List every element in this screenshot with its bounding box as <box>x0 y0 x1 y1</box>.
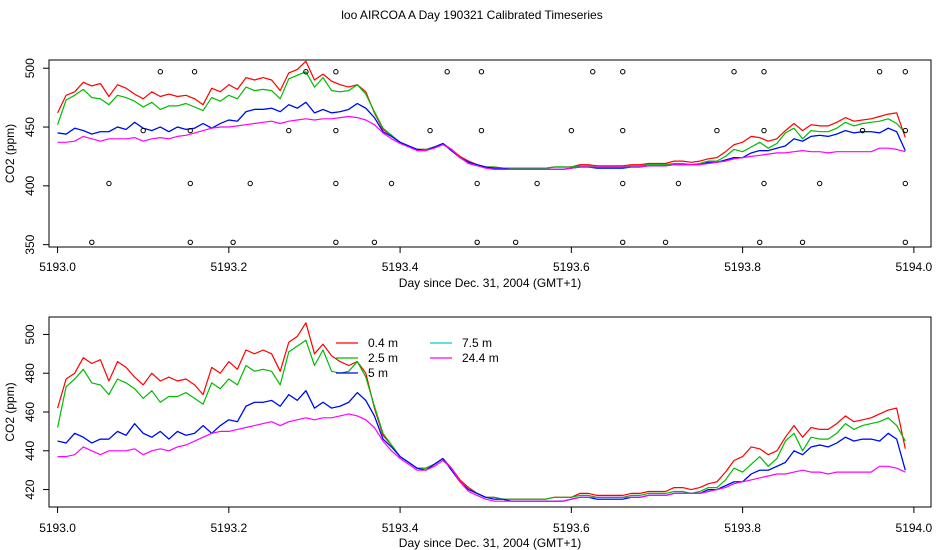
scatter-point <box>187 180 193 187</box>
scatter-point <box>474 239 480 245</box>
y-axis-label: CO2 (ppm) <box>3 382 17 441</box>
scatter-point <box>187 239 193 245</box>
legend-label: 7.5 m <box>462 336 492 350</box>
y-tick-label: 500 <box>23 58 37 78</box>
scatter-point <box>333 127 339 134</box>
scatter-point <box>89 239 95 245</box>
series-line-5-m <box>57 390 906 502</box>
scatter-point <box>876 69 883 75</box>
series-line-0 <box>57 60 906 169</box>
legend-label: 2.5 m <box>368 351 398 365</box>
scatter-point <box>534 180 540 187</box>
scatter-point <box>714 127 720 134</box>
x-tick-label: 5193.2 <box>210 260 247 274</box>
x-tick-label: 5193.0 <box>39 521 76 535</box>
scatter-point <box>731 69 737 75</box>
scatter-point <box>902 180 909 187</box>
x-axis-label: Day since Dec. 31, 2004 (GMT+1) <box>399 536 581 550</box>
scatter-point <box>816 180 823 187</box>
x-tick-label: 5193.6 <box>553 260 590 274</box>
scatter-point <box>388 180 395 187</box>
scatter-point <box>427 127 433 134</box>
scatter-point <box>620 180 626 187</box>
scatter-point <box>902 127 909 134</box>
scatter-point <box>333 180 339 187</box>
scatter-point <box>286 127 292 134</box>
scatter-point <box>333 239 339 245</box>
scatter-point <box>512 239 519 245</box>
y-tick-label: 500 <box>23 324 37 344</box>
scatter-point <box>333 69 339 75</box>
scatter-point <box>247 180 253 187</box>
legend-label: 24.4 m <box>462 351 499 365</box>
series-line-3 <box>57 101 906 170</box>
x-tick-label: 5193.6 <box>553 521 590 535</box>
legend: 0.4 m2.5 m5 m 7.5 m24.4 m <box>336 336 499 380</box>
scatter-point <box>761 69 767 75</box>
scatter-point <box>568 127 575 134</box>
scatter-point <box>902 69 909 75</box>
scatter-point <box>478 69 485 75</box>
x-tick-label: 5193.4 <box>382 521 419 535</box>
scatter-point <box>474 180 480 187</box>
scatter-point <box>620 69 626 75</box>
series-group <box>57 60 906 170</box>
y-tick-label: 350 <box>23 234 37 254</box>
series-line-7-5-m <box>57 390 906 502</box>
x-axis-label: Day since Dec. 31, 2004 (GMT+1) <box>399 276 581 290</box>
x-tick-label: 5194.0 <box>896 260 933 274</box>
scatter-point <box>444 69 450 75</box>
scatter-point <box>799 239 806 245</box>
y-tick-label: 460 <box>23 402 37 422</box>
y-axis-label: CO2 (ppm) <box>3 124 17 183</box>
scatter-point <box>106 180 112 187</box>
scatter-point <box>371 239 378 245</box>
x-tick-label: 5193.2 <box>210 521 247 535</box>
scatter-point <box>902 239 909 245</box>
x-tick-label: 5193.4 <box>382 260 419 274</box>
scatter-point <box>662 239 669 245</box>
legend-label: 0.4 m <box>368 336 398 350</box>
scatter-point <box>675 180 682 187</box>
x-tick-label: 5193.8 <box>724 521 761 535</box>
y-tick-label: 440 <box>23 440 37 460</box>
scatter-point <box>757 239 763 245</box>
scatter-point <box>620 239 626 245</box>
x-tick-label: 5193.0 <box>39 260 76 274</box>
y-tick-label: 400 <box>23 176 37 196</box>
x-tick-label: 5193.8 <box>724 260 761 274</box>
scatter-point <box>191 69 198 75</box>
scatter-point <box>230 239 236 245</box>
scatter-point <box>478 127 485 134</box>
y-tick-label: 480 <box>23 363 37 383</box>
scatter-point <box>859 127 866 134</box>
plot-frame <box>48 59 932 248</box>
bottom-panel: 5193.0 5193.2 5193.4 5193.6 5193.8 5194.0 420 4… <box>3 316 933 550</box>
scatter-point <box>303 69 309 75</box>
scatter-point <box>157 69 164 75</box>
scatter-point <box>140 127 146 134</box>
y-tick-label: 450 <box>23 117 37 137</box>
series-line-4 <box>57 115 906 170</box>
scatter-point <box>187 127 193 134</box>
legend-label: 5 m <box>368 366 388 380</box>
figure-title: loo AIRCOA A Day 190321 Calibrated Times… <box>341 8 602 22</box>
scatter-point <box>620 127 626 134</box>
scatter-point <box>761 127 767 134</box>
series-line-1 <box>57 71 906 169</box>
scatter-point <box>761 180 767 187</box>
top-panel: 5193.0 5193.2 5193.4 5193.6 5193.8 5194.0 350 4… <box>3 58 933 290</box>
scatter-point <box>590 69 596 75</box>
series-group <box>57 322 906 502</box>
y-tick-label: 420 <box>23 479 37 499</box>
x-tick-label: 5194.0 <box>896 521 933 535</box>
series-line-24-4-m <box>57 413 906 502</box>
